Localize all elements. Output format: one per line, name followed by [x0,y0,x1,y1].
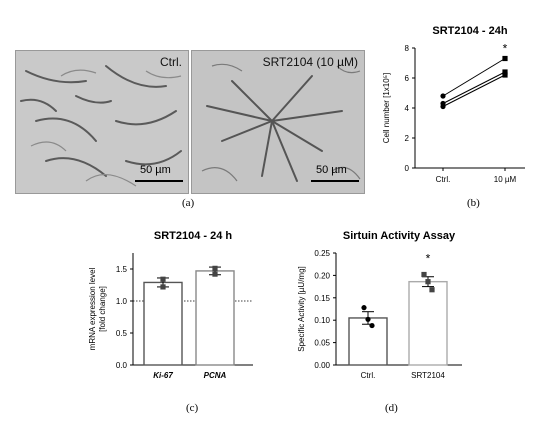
chart-b: SRT2104 - 24h 0 2 4 6 8 Ctrl. 10 µM Cell number … [382,25,525,184]
chart-b-x-tick-label: 10 µM [494,175,517,184]
chart-d-y-tick-label: 0.20 [314,271,330,280]
chart-c-data-point [212,271,218,277]
panel-label-c: (c) [186,402,199,414]
chart-b-point-treated [502,55,508,62]
chart-b-significance: * [503,42,508,56]
micrograph-srt2104: SRT2104 (10 µM) [191,50,365,194]
chart-d-bar [408,280,448,366]
micrograph-srt2104-label: SRT2104 (10 µM) [262,55,358,69]
chart-b-y-tick-label: 8 [405,44,410,53]
chart-b-y-tick-label: 0 [405,164,410,173]
chart-b-point-treated [502,69,508,75]
micrograph-ctrl: Ctrl. [15,50,189,194]
chart-d-y-tick-label: 0.05 [314,339,330,348]
chart-c-y-tick-label: 1.0 [116,297,128,306]
chart-c-y-tick-label: 0.5 [116,329,128,338]
chart-c-ylabel: [fold change] [98,286,107,332]
chart-b-series-line [442,58,506,97]
chart-c-y-tick-label: 0.0 [116,361,128,370]
chart-d-data-point [425,279,431,285]
chart-d-y-tick-label: 0.25 [314,249,330,258]
chart-c-data-point [212,265,218,271]
chart-d: Sirtuin Activity Assay 0.00 0.05 0.10 0.15 0.… [297,230,462,380]
chart-d-y-tick-label: 0.15 [314,294,330,303]
chart-d-y-tick-label: 0.00 [314,361,330,370]
micrograph-srt2104-texture [192,51,364,193]
chart-c-title: SRT2104 - 24 h [154,230,233,242]
chart-b-point-ctrl [440,103,446,110]
chart-b-series-line [442,74,506,107]
chart-d-ylabel: Specific Activity [µU/mg] [297,266,306,352]
micrograph-ctrl-texture [16,51,188,193]
chart-c: SRT2104 - 24 h 0.0 0.5 1.0 1.5 Ki-67 PCNA mRNA … [88,230,253,380]
chart-d-y-tick-label: 0.10 [314,316,330,325]
scale-bar-srt2104 [311,180,359,182]
chart-c-x-tick-label: Ki-67 [153,371,173,380]
chart-d-significance: * [426,252,431,266]
chart-d-x-tick-label: SRT2104 [411,371,445,380]
chart-d-data-point [421,271,427,278]
chart-d-data-point [361,305,367,311]
micrograph-ctrl-label: Ctrl. [160,55,182,69]
chart-c-bar [143,281,183,366]
chart-b-title: SRT2104 - 24h [432,25,507,37]
chart-b-point-ctrl [440,93,446,99]
chart-d-title: Sirtuin Activity Assay [343,230,456,242]
panel-label-a: (a) [182,197,195,209]
chart-b-y-tick-label: 6 [405,74,410,83]
panel-label-b: (b) [467,197,480,209]
chart-b-ylabel: Cell number [1x10⁵] [382,73,391,143]
chart-d-data-point [369,322,375,329]
chart-b-series-line [442,71,506,104]
chart-b-y-tick-label: 4 [405,104,410,113]
chart-d-data-point [365,316,371,322]
chart-b-x-tick-label: Ctrl. [436,175,451,184]
chart-c-data-point [160,284,166,290]
chart-b-y-tick-label: 2 [405,134,410,143]
scale-text-srt2104: 50 µm [316,164,347,176]
chart-d-bar [348,317,388,366]
chart-c-data-point [160,276,166,282]
chart-b-point-treated [502,72,508,78]
chart-c-y-tick-label: 1.5 [116,265,128,274]
chart-c-x-tick-label: PCNA [204,371,227,380]
chart-c-bar [195,270,235,366]
scale-bar-ctrl [135,180,183,182]
panel-label-d: (d) [385,402,398,414]
chart-d-data-point [429,287,435,293]
chart-c-ylabel: mRNA expression level [88,267,97,350]
chart-d-x-tick-label: Ctrl. [361,371,376,380]
scale-text-ctrl: 50 µm [140,164,171,176]
